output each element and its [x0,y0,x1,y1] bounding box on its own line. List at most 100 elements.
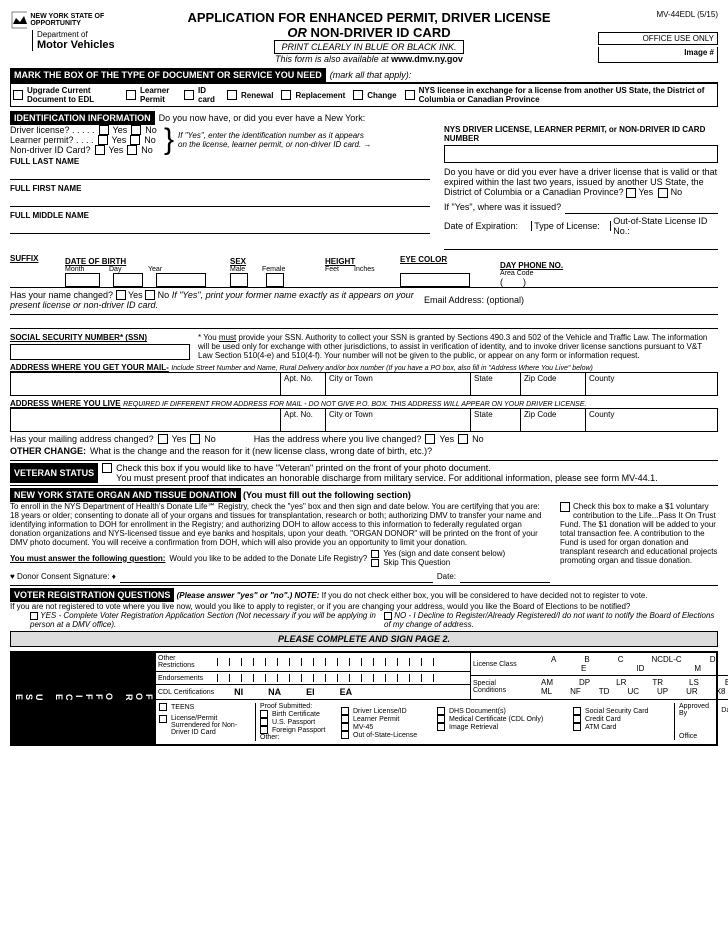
page-num: PAGE 1 OF 3 [598,19,728,30]
cb-exchange[interactable] [405,90,415,100]
oos-label: Out-of-State License ID No.: [611,216,718,236]
other-r-label: Other Restrictions [158,655,213,669]
phone-label: DAY PHONE NO. [500,261,718,270]
mail-hint: Include Street Number and Name, Rural De… [171,365,593,372]
donor-date-field[interactable] [460,569,550,583]
opt-change: Change [367,91,396,100]
cb-name-no[interactable] [145,290,155,300]
cb-live-yes[interactable] [425,434,435,444]
cb-live-no[interactable] [458,434,468,444]
mail-street[interactable] [11,373,281,395]
sex-f[interactable] [266,273,284,287]
donor-sig-field[interactable] [120,569,433,583]
cb-renewal[interactable] [227,90,237,100]
name-email-field[interactable] [10,315,718,329]
dob-label: DATE OF BIRTH [65,257,230,266]
cb-name-yes[interactable] [116,290,126,300]
cb-cc[interactable] [573,715,581,723]
live-label: ADDRESS WHERE YOU LIVE [10,399,121,408]
opt-renewal: Renewal [241,91,273,100]
cb-other-no[interactable] [658,188,668,198]
cb-med[interactable] [437,715,445,723]
proof-label: Proof Submitted: [260,703,335,710]
sex-m[interactable] [230,273,248,287]
cb-dhs[interactable] [437,707,445,715]
cb-organ-yes[interactable] [371,550,379,558]
cb-dollar[interactable] [560,502,570,512]
cb-learner[interactable] [126,90,136,100]
restrictions-ticks[interactable] [217,658,468,666]
live-apt[interactable]: Apt. No. [281,409,326,431]
live-street[interactable] [11,409,281,431]
live-city[interactable]: City or Town [326,409,471,431]
mail-label: ADDRESS WHERE YOU GET YOUR MAIL- [10,363,169,372]
cb-upgrade[interactable] [13,90,23,100]
cb-atm[interactable] [573,723,581,731]
dob-year[interactable] [156,273,206,287]
id-hint2: on the license, learner permit, or non-d… [178,140,408,149]
name-email-row: Has your name changed? Yes No If "Yes", … [10,290,718,316]
donor-date-label: Date: [437,572,456,581]
dob-day[interactable] [113,273,143,287]
middle-name-field[interactable] [10,220,430,234]
dob-month[interactable] [65,273,100,287]
cb-oos2[interactable] [341,731,349,739]
where-field[interactable] [565,200,718,214]
last-name-field[interactable] [10,166,430,180]
live-zip[interactable]: Zip Code [521,409,586,431]
cb-change[interactable] [353,90,363,100]
id-info-header: IDENTIFICATION INFORMATION Do you now ha… [10,111,718,125]
exp-type-oos-field[interactable] [444,236,718,250]
cb-lp-surr[interactable] [159,715,167,723]
cb-img[interactable] [437,723,445,731]
mail-county[interactable]: County [586,373,717,395]
donor-sig-label: ♥ Donor Consent Signature: ♦ [10,572,116,581]
cb-dl-no[interactable] [131,125,141,135]
nd-label: Non-driver ID Card? [10,145,91,155]
endorsements-ticks[interactable] [217,674,468,682]
organ-yes: Yes (sign and date consent below) [383,549,505,558]
cb-nd-no[interactable] [127,145,137,155]
id-number-field[interactable] [444,145,718,163]
ssn-field[interactable] [10,344,190,360]
cb-foreign[interactable] [260,726,268,734]
id-info-body: Driver license? . . . . .YesNo Learner p… [10,125,718,250]
mail-zip[interactable]: Zip Code [521,373,586,395]
url-line: This form is also available at [275,54,391,64]
cb-teens[interactable] [159,703,167,711]
cb-lp-no[interactable] [130,135,140,145]
mail-apt[interactable]: Apt. No. [281,373,326,395]
cb-lp-yes[interactable] [98,135,108,145]
cb-voter-no[interactable] [384,612,392,620]
form-title-3: NON-DRIVER ID CARD [307,25,451,40]
first-name-field[interactable] [10,193,430,207]
where-label: If "Yes", where was it issued? [444,202,561,212]
cb-dl-yes[interactable] [99,125,109,135]
cb-replacement[interactable] [281,90,291,100]
cb-voter-yes[interactable] [30,612,38,620]
form-meta: MV-44EDL (5/15) PAGE 1 OF 3 OFFICE USE O… [598,10,718,63]
cb-veteran[interactable] [102,463,112,473]
id-info-q: Do you now have, or did you ever have a … [159,113,366,123]
cb-mv45[interactable] [341,723,349,731]
cb-mail-yes[interactable] [158,434,168,444]
name-chg-label: Has your name changed? [10,290,113,300]
cb-nd-yes[interactable] [95,145,105,155]
cb-other-yes[interactable] [626,188,636,198]
live-county[interactable]: County [586,409,717,431]
mail-city[interactable]: City or Town [326,373,471,395]
cb-birth[interactable] [260,710,268,718]
dl-label: Driver license? . . . . . [10,125,95,135]
eye-field[interactable] [400,273,470,287]
cb-id[interactable] [184,90,194,100]
cb-dlid[interactable] [341,707,349,715]
mail-state[interactable]: State [471,373,521,395]
live-state[interactable]: State [471,409,521,431]
cb-organ-skip[interactable] [371,559,379,567]
cb-passport[interactable] [260,718,268,726]
middle-name-label: FULL MIDDLE NAME [10,211,430,220]
cb-mail-no[interactable] [190,434,200,444]
page2-bar: PLEASE COMPLETE AND SIGN PAGE 2. [10,631,718,647]
cb-ss[interactable] [573,707,581,715]
cb-lp2[interactable] [341,715,349,723]
